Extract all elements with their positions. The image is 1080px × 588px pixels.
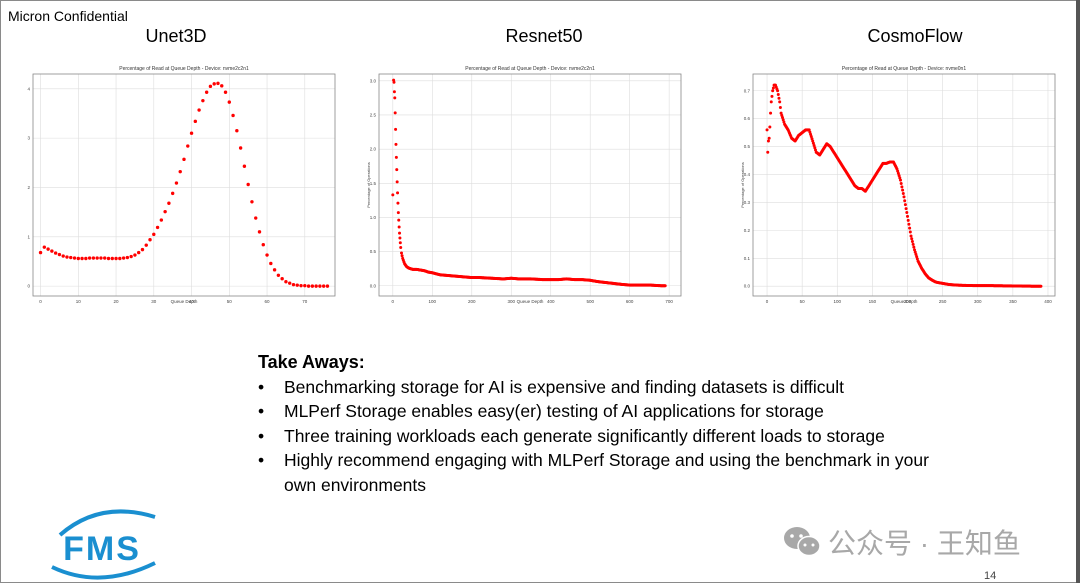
svg-text:0: 0	[766, 299, 769, 304]
svg-text:500: 500	[586, 299, 594, 304]
svg-text:150: 150	[869, 299, 877, 304]
svg-text:1.5: 1.5	[370, 181, 377, 186]
svg-text:200: 200	[468, 299, 476, 304]
confidential-label: Micron Confidential	[8, 8, 128, 24]
chart-unet3d: Percentage of Read at Queue Depth - Devi…	[20, 64, 342, 304]
svg-text:100: 100	[429, 299, 437, 304]
svg-text:100: 100	[834, 299, 842, 304]
svg-text:20: 20	[114, 299, 120, 304]
svg-text:0.3: 0.3	[744, 200, 751, 205]
svg-text:0.6: 0.6	[744, 116, 751, 121]
svg-text:0.2: 0.2	[744, 228, 751, 233]
svg-text:40: 40	[189, 299, 195, 304]
svg-text:Percentage of Read at Queue De: Percentage of Read at Queue Depth - Devi…	[119, 66, 249, 72]
svg-text:600: 600	[626, 299, 634, 304]
svg-text:300: 300	[974, 299, 982, 304]
svg-text:Queue Depth: Queue Depth	[171, 299, 198, 304]
svg-text:200: 200	[904, 299, 912, 304]
svg-text:Percentage of Read at Queue De: Percentage of Read at Queue Depth - Devi…	[465, 66, 595, 72]
svg-text:0: 0	[39, 299, 42, 304]
svg-text:Percentage of Operations: Percentage of Operations	[366, 162, 371, 208]
svg-text:0.5: 0.5	[370, 249, 377, 254]
takeaways-list: Benchmarking storage for AI is expensive…	[258, 375, 958, 498]
svg-text:2: 2	[27, 185, 30, 190]
takeaway-item: Highly recommend engaging with MLPerf St…	[258, 448, 958, 497]
svg-text:0.5: 0.5	[744, 144, 751, 149]
svg-text:30: 30	[151, 299, 157, 304]
takeaway-item: Three training workloads each generate s…	[258, 424, 958, 449]
chart-resnet50: Percentage of Read at Queue Depth - Devi…	[366, 64, 688, 304]
svg-text:0: 0	[392, 299, 395, 304]
chart-cosmoflow: Percentage of Read at Queue Depth - Devi…	[740, 64, 1062, 304]
svg-text:700: 700	[665, 299, 673, 304]
watermark: 公众号 · 王知鱼	[782, 522, 1021, 562]
svg-text:10: 10	[76, 299, 82, 304]
svg-text:3: 3	[27, 136, 30, 141]
window-edge	[1076, 0, 1080, 583]
svg-text:50: 50	[227, 299, 233, 304]
wechat-icon	[784, 527, 821, 557]
watermark-text: 公众号 · 王知鱼	[828, 528, 1021, 559]
svg-text:0.4: 0.4	[744, 172, 751, 177]
takeaway-item: MLPerf Storage enables easy(er) testing …	[258, 399, 958, 424]
takeaways-section: Take Aways: Benchmarking storage for AI …	[258, 350, 958, 497]
svg-text:0.7: 0.7	[744, 88, 751, 93]
svg-text:0: 0	[27, 284, 30, 289]
svg-text:70: 70	[302, 299, 308, 304]
takeaways-heading: Take Aways:	[258, 352, 365, 372]
svg-text:2.0: 2.0	[370, 147, 377, 152]
svg-text:50: 50	[800, 299, 806, 304]
svg-text:400: 400	[547, 299, 555, 304]
svg-text:60: 60	[265, 299, 271, 304]
svg-text:350: 350	[1009, 299, 1017, 304]
chart-label-unet3d: Unet3D	[145, 26, 207, 46]
svg-text:1: 1	[27, 234, 30, 239]
svg-text:Queue Depth: Queue Depth	[891, 299, 918, 304]
svg-text:2.5: 2.5	[370, 112, 377, 117]
svg-text:250: 250	[939, 299, 947, 304]
chart-label-resnet50: Resnet50	[505, 26, 583, 46]
svg-text:1.0: 1.0	[370, 215, 377, 220]
fms-logo: FMS	[30, 505, 175, 588]
svg-text:3.0: 3.0	[370, 78, 377, 83]
fms-logo-text: FMS	[63, 530, 141, 568]
svg-text:Percentage of Read at Queue De: Percentage of Read at Queue Depth - Devi…	[842, 66, 966, 72]
svg-text:400: 400	[1044, 299, 1052, 304]
takeaway-item: Benchmarking storage for AI is expensive…	[258, 375, 958, 400]
svg-text:0.0: 0.0	[370, 283, 377, 288]
svg-text:Percentage of Operations: Percentage of Operations	[740, 162, 745, 208]
chart-label-cosmoflow: CosmoFlow	[867, 26, 963, 46]
svg-text:4: 4	[27, 86, 30, 91]
svg-text:Queue Depth: Queue Depth	[517, 299, 544, 304]
page-number: 14	[984, 570, 997, 582]
svg-text:300: 300	[507, 299, 515, 304]
svg-text:0.0: 0.0	[744, 284, 751, 289]
svg-text:0.1: 0.1	[744, 256, 751, 261]
